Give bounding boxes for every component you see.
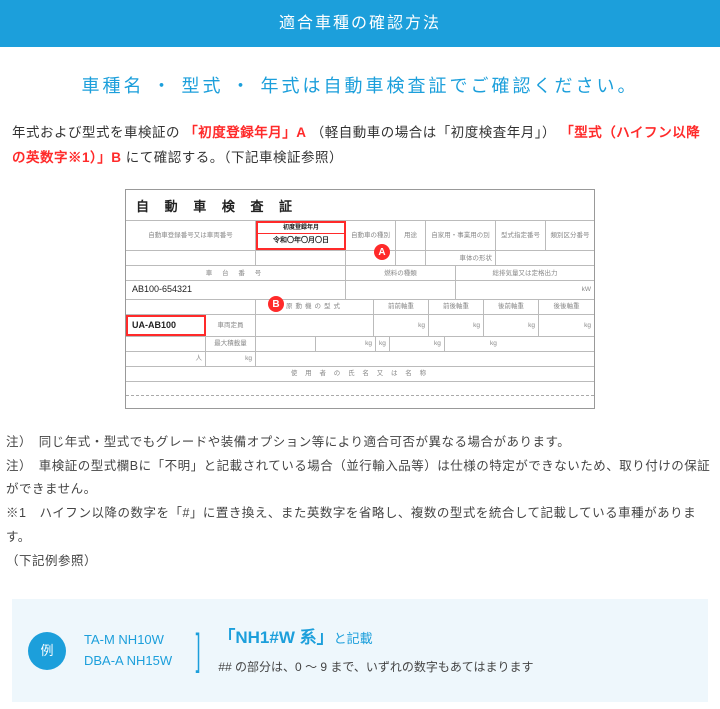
cert-unit: kg: [484, 315, 539, 336]
example-code-1: TA-M NH10W: [84, 630, 172, 651]
cert-label: 使 用 者 の 氏 名 又 は 名 称: [126, 367, 594, 381]
cert-label: 後前軸重: [484, 300, 539, 314]
intro-text: 年式および型式を車検証の: [12, 125, 180, 140]
note-line: 注） 同じ年式・型式でもグレードや装備オプション等により適合可否が異なる場合があ…: [6, 431, 714, 455]
cert-label: 後後軸重: [539, 300, 594, 314]
cert-blank: [126, 251, 256, 265]
example-result: 「NH1#W 系」と記載: [218, 624, 692, 653]
cert-blank: [126, 337, 206, 351]
example-suffix: と記載: [334, 631, 373, 646]
cert-label: 自動車登録番号又は車両番号: [126, 221, 256, 250]
example-box: 例 TA-M NH10W DBA-A NH15W ] 「NH1#W 系」と記載 …: [12, 599, 708, 702]
cert-label: 燃料の種類: [346, 266, 456, 280]
cert-label: 前前軸重: [374, 300, 429, 314]
cert-title: 自 動 車 検 査 証: [126, 190, 594, 220]
intro-red-a: 「初度登録年月」A: [184, 125, 306, 140]
cert-unit: kg: [539, 315, 594, 336]
bracket-icon: ]: [196, 613, 201, 688]
example-main: 「NH1#W 系」: [218, 628, 333, 647]
cert-blank: [256, 315, 374, 336]
cert-blank: [346, 281, 456, 298]
note-line: （下記例参照）: [6, 550, 714, 574]
example-code-2: DBA-A NH15W: [84, 651, 172, 672]
note-line: ※1 ハイフン以降の数字を「#」に置き換え、また英数字を省略し、複数の型式を統合…: [6, 502, 714, 550]
example-badge: 例: [28, 632, 66, 670]
certificate-sample: 自 動 車 検 査 証 自動車登録番号又は車両番号 初度登録年月 令和〇年〇月〇…: [125, 189, 595, 409]
cert-label: 車体の形状: [426, 251, 496, 265]
example-sub: ## の部分は、0 〜 9 まで、いずれの数字もあてはまります: [218, 657, 692, 677]
cert-label: 車両定員: [206, 315, 256, 336]
cert-unit: kg: [445, 337, 500, 351]
cert-blank: [256, 337, 316, 351]
cert-unit: kg: [206, 352, 256, 366]
banner-title: 適合車種の確認方法: [0, 0, 720, 47]
cert-label: 車 台 番 号: [126, 266, 346, 280]
cert-unit: 人: [126, 352, 206, 366]
cert-blank: [256, 251, 346, 265]
note-line: 注） 車検証の型式欄Bに「不明」と記載されている場合（並行輸入品等）は仕様の特定…: [6, 455, 714, 503]
badge-b-icon: B: [268, 296, 284, 312]
cert-unit: kg: [374, 315, 429, 336]
cert-label: 自家用・事業用の別: [426, 221, 496, 250]
cert-blank: [396, 251, 426, 265]
cert-unit: kg: [376, 337, 390, 351]
cert-label: 総排気量又は定格出力: [456, 266, 594, 280]
cert-blank: [496, 251, 594, 265]
cert-label: 自動車の種別: [346, 221, 396, 250]
intro-text: にて確認する。（下記車検証参照）: [126, 150, 343, 165]
example-codes: TA-M NH10W DBA-A NH15W: [84, 630, 172, 672]
intro-text: （軽自動車の場合は「初度検査年月」）: [311, 125, 556, 140]
cert-blank: [126, 300, 256, 314]
cert-blank: [126, 382, 594, 396]
cert-box-label: 初度登録年月: [258, 223, 344, 234]
cert-first-reg-box: 初度登録年月 令和〇年〇月〇日: [256, 221, 346, 250]
cert-label: 類別区分番号: [546, 221, 594, 250]
cert-label: 型式指定番号: [496, 221, 546, 250]
cert-label: 最大積載量: [206, 337, 256, 351]
cert-blank: [256, 352, 594, 366]
badge-a-icon: A: [374, 244, 390, 260]
headline: 車種名 ・ 型式 ・ 年式は自動車検査証でご確認ください。: [0, 71, 720, 102]
cert-unit: kg: [316, 337, 376, 351]
cert-unit: kg: [429, 315, 484, 336]
cert-chassis-value: AB100-654321: [126, 281, 346, 298]
cert-model-box: UA-AB100: [126, 315, 206, 336]
cert-unit: kg: [390, 337, 445, 351]
cert-box-value: 令和〇年〇月〇日: [273, 234, 329, 248]
cert-label: 前後軸重: [429, 300, 484, 314]
cert-label: 用途: [396, 221, 426, 250]
intro-paragraph: 年式および型式を車検証の 「初度登録年月」A （軽自動車の場合は「初度検査年月」…: [0, 120, 720, 171]
cert-unit: kW: [456, 281, 594, 298]
notes-block: 注） 同じ年式・型式でもグレードや装備オプション等により適合可否が異なる場合があ…: [0, 431, 720, 574]
